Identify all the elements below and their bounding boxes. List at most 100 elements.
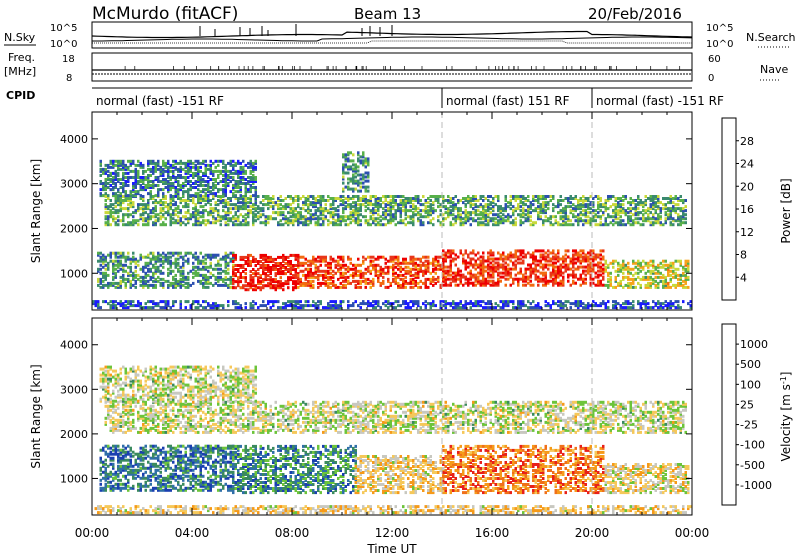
echo-cell xyxy=(679,199,682,202)
echo-cell xyxy=(404,199,407,202)
echo-cell xyxy=(589,201,592,205)
echo-cell xyxy=(477,223,480,227)
echo-cell xyxy=(232,253,235,257)
echo-cell xyxy=(599,221,602,225)
echo-cell xyxy=(489,257,492,261)
echo-cell xyxy=(289,209,292,213)
echo-cell xyxy=(672,205,675,209)
echo-cell xyxy=(577,223,580,227)
echo-cell xyxy=(684,209,687,213)
echo-cell xyxy=(564,197,567,200)
echo-cell xyxy=(357,179,360,183)
echo-cell xyxy=(222,192,225,196)
echo-cell xyxy=(674,209,677,213)
echo-cell xyxy=(229,161,232,165)
echo-cell xyxy=(189,159,192,163)
echo-cell xyxy=(464,259,467,263)
echo-cell xyxy=(549,217,552,221)
echo-cell xyxy=(132,201,135,205)
echo-cell xyxy=(157,192,160,196)
echo-cell xyxy=(264,223,267,227)
echo-cell xyxy=(467,219,470,223)
echo-cell xyxy=(182,263,185,267)
echo-cell xyxy=(234,180,237,183)
echo-cell xyxy=(657,201,660,205)
echo-cell xyxy=(269,257,272,261)
echo-cell xyxy=(517,279,520,283)
echo-cell xyxy=(202,190,205,194)
echo-cell xyxy=(239,186,242,189)
echo-cell xyxy=(564,259,567,263)
echo-cell xyxy=(164,180,167,183)
echo-cell xyxy=(384,213,387,217)
echo-cell xyxy=(594,271,597,275)
echo-cell xyxy=(577,259,580,263)
echo-cell xyxy=(314,205,317,209)
echo-cell xyxy=(357,257,360,261)
echo-cell xyxy=(294,209,297,213)
echo-cell xyxy=(269,280,272,284)
echo-cell xyxy=(494,213,497,217)
echo-cell xyxy=(167,159,170,163)
echo-cell xyxy=(222,195,225,198)
echo-cell xyxy=(627,281,630,285)
echo-cell xyxy=(129,194,132,198)
echo-cell xyxy=(444,275,447,279)
echo-cell xyxy=(312,259,315,263)
echo-cell xyxy=(369,217,372,221)
echo-cell xyxy=(102,261,105,265)
echo-cell xyxy=(577,253,580,257)
echo-cell xyxy=(404,285,407,289)
echo-cell xyxy=(504,209,507,213)
echo-cell xyxy=(109,161,112,165)
echo-cell xyxy=(274,280,277,284)
echo-cell xyxy=(474,279,477,283)
echo-cell xyxy=(172,186,175,189)
echo-cell xyxy=(219,171,222,175)
echo-cell xyxy=(104,223,107,227)
echo-cell xyxy=(579,259,582,263)
echo-cell xyxy=(347,185,350,189)
echo-cell xyxy=(314,209,317,213)
echo-cell xyxy=(609,277,612,281)
echo-cell xyxy=(154,163,157,167)
echo-cell xyxy=(447,213,450,217)
echo-cell xyxy=(172,269,175,273)
echo-cell xyxy=(412,221,415,225)
echo-cell xyxy=(359,273,362,277)
echo-cell xyxy=(652,265,655,269)
echo-cell xyxy=(264,221,267,225)
echo-cell xyxy=(254,264,257,267)
echo-cell xyxy=(319,283,322,287)
echo-cell xyxy=(109,178,112,181)
echo-cell xyxy=(122,207,125,211)
echo-cell xyxy=(217,259,220,263)
echo-cell xyxy=(262,255,265,259)
echo-cell xyxy=(362,181,365,185)
echo-cell xyxy=(392,215,395,219)
echo-cell xyxy=(242,284,245,288)
echo-cell xyxy=(359,213,362,217)
echo-cell xyxy=(654,285,657,289)
echo-cell xyxy=(239,197,242,200)
echo-cell xyxy=(317,217,320,221)
echo-cell xyxy=(337,223,340,227)
echo-cell xyxy=(657,197,660,200)
echo-cell xyxy=(677,273,680,277)
echo-cell xyxy=(627,277,630,281)
echo-cell xyxy=(594,209,597,213)
echo-cell xyxy=(184,211,187,215)
echo-cell xyxy=(152,169,155,173)
echo-cell xyxy=(212,192,215,196)
echo-cell xyxy=(307,263,310,267)
echo-cell xyxy=(512,197,515,200)
echo-cell xyxy=(469,281,472,285)
echo-cell xyxy=(107,273,110,277)
echo-cell xyxy=(164,178,167,181)
echo-cell xyxy=(109,203,112,207)
echo-cell xyxy=(662,203,665,207)
echo-cell xyxy=(159,211,162,215)
echo-cell xyxy=(502,217,505,221)
echo-cell xyxy=(134,219,137,223)
echo-cell xyxy=(357,263,360,267)
